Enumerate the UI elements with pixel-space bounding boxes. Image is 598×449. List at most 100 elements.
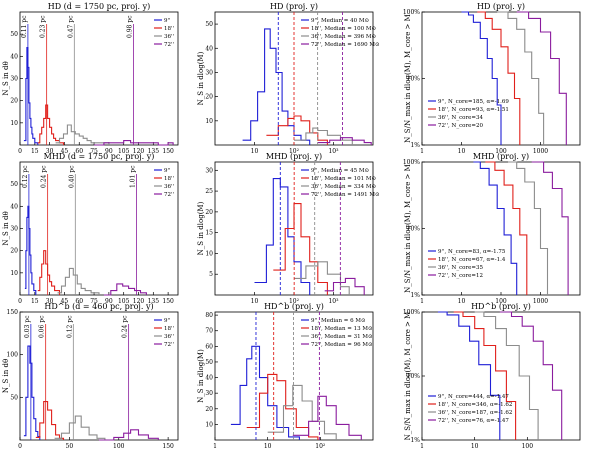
legend-label: 36'', Median = 334 M⊙ [311, 184, 376, 190]
y-tick-label: 40 [205, 375, 213, 382]
series-line-4 [94, 140, 174, 146]
legend-label: 18'', N_core=67, α=-1.4 [438, 257, 506, 263]
y-tick-label: 20 [205, 94, 213, 101]
size-marker-label: 0.24 pc [41, 165, 48, 188]
series-line-2 [485, 161, 528, 295]
y-tick-label: 15 [205, 230, 213, 237]
y-axis-label: N_S in dθ [2, 211, 10, 245]
plot-frame [214, 311, 374, 441]
x-tick-label: 90 [105, 148, 113, 155]
x-tick-label: 10 [458, 148, 466, 155]
legend-label: 9'', N_core=83, α=-1.75 [438, 249, 506, 255]
y-tick-label: 10% [407, 373, 421, 380]
y-axis-label: N_S in dθ [2, 359, 10, 393]
size-marker-label: 0.12 pc [22, 165, 29, 188]
chart-panel-6: MHD (proj. y) N_S/N_max in dlog(M), M_cor… [403, 152, 581, 305]
legend-label: 18'' [164, 176, 174, 182]
chart-title: HD^b (proj. y) [471, 302, 531, 311]
chart-panel-3: HD (proj. y) N_S/N_max in dlog(M), M_core… [403, 2, 581, 155]
y-axis-label: N_S in dlog(M) [197, 51, 205, 105]
x-tick-label: 150 [162, 148, 174, 155]
y-tick-label: 50 [10, 394, 18, 401]
size-marker-label: 0.98 pc [127, 15, 134, 38]
chart-title: HD^b (d = 460 pc, proj. y) [44, 302, 153, 311]
chart-title: MHD (d = 1750 pc, proj. y) [44, 152, 155, 161]
y-tick-label: 30 [205, 167, 213, 174]
x-tick-label: 75 [90, 298, 98, 305]
chart-title: HD^b (proj. y) [264, 302, 324, 311]
legend-label: 72'' [164, 42, 174, 48]
legend-label: 18'', Median = 13 M⊙ [311, 326, 373, 332]
x-tick-label: 1 [420, 148, 424, 155]
chart-panel-5: MHD (proj. y)N_S in dlog(M)10 10² 10³51015… [197, 152, 380, 305]
x-tick-label: 120 [133, 298, 145, 305]
series-line-4 [516, 11, 567, 145]
legend-label: 9'', Median = 6 M⊙ [311, 318, 366, 324]
x-tick-label: 150 [162, 443, 174, 449]
y-axis-label: N_S in dlog(M) [197, 201, 205, 255]
series-line-1 [23, 345, 41, 440]
series-line-3 [474, 311, 539, 440]
y-tick-label: 10 [10, 120, 18, 127]
series-line-4 [103, 283, 147, 296]
series-line-3 [57, 267, 100, 295]
chart-panel-2: HD (proj. y) N_S in dlog(M) 10 10² 10³ 10 20 30… [197, 2, 380, 155]
y-tick-label: 150 [7, 309, 19, 316]
y-tick-label: 20 [205, 406, 213, 413]
y-tick-label: 1% [410, 437, 420, 444]
x-tick-label: 10 [251, 148, 259, 155]
legend-label: 72'', Median = 1690 M⊙ [311, 42, 380, 48]
legend-label: 18'' [164, 26, 174, 32]
y-tick-label: 60 [205, 343, 213, 350]
y-tick-label: 10% [407, 76, 421, 83]
size-marker-label: 0.03 pc [24, 315, 31, 338]
x-tick-label: 100 [522, 443, 534, 449]
legend-label: 36'', Median = 31 M⊙ [311, 334, 373, 340]
x-tick-label: 60 [75, 298, 83, 305]
x-tick-label: 100 [113, 443, 125, 449]
chart-title: HD (proj. y) [477, 2, 525, 11]
x-tick-label: 100 [495, 298, 507, 305]
y-tick-label: 10 [205, 250, 213, 257]
series-line-4 [292, 395, 362, 440]
y-tick-label: 40 [10, 203, 18, 210]
series-line-3 [267, 384, 337, 440]
size-marker-label: 0.12 pc [66, 315, 73, 338]
chart-panel-9: HD^b (proj. y) N_S/N_max in dlog(M), M_co… [403, 302, 581, 449]
x-tick-label: 60 [75, 148, 83, 155]
x-tick-label: 0 [18, 443, 22, 449]
x-tick-label: 1000 [533, 298, 548, 305]
x-tick-label: 105 [118, 298, 130, 305]
legend-label: 18'', N_core=346, α=-1.62 [438, 402, 512, 408]
size-marker-label: 0.40 pc [68, 165, 75, 188]
series-line-4 [317, 137, 372, 145]
x-tick-label: 10³ [328, 148, 339, 155]
y-tick-label: 70 [205, 328, 213, 335]
y-tick-label: 20 [10, 98, 18, 105]
legend-label: 18'' [164, 326, 174, 332]
chart-panel-7: HD^b (d = 460 pc, proj. y)N_S in dθSize … [2, 302, 179, 449]
x-tick-label: 30 [46, 148, 54, 155]
chart-title: HD (proj. y) [270, 2, 318, 11]
y-tick-label: 50 [205, 21, 213, 28]
x-tick-label: 90 [105, 298, 113, 305]
x-tick-label: 15 [31, 298, 39, 305]
x-tick-label: 1 [213, 443, 217, 449]
x-tick-label: 30 [46, 298, 54, 305]
series-line-4 [531, 161, 569, 295]
y-tick-label: 100% [403, 159, 420, 166]
series-line-2 [37, 250, 61, 295]
x-tick-label: 10 [251, 298, 259, 305]
series-line-3 [54, 415, 106, 440]
y-tick-label: 10 [205, 421, 213, 428]
legend-label: 72'', N_core=20 [438, 123, 483, 129]
y-axis-label: N_S/N_max in dlog(M), M_core > M [404, 312, 412, 441]
series-line-2 [246, 373, 319, 440]
y-tick-label: 20 [205, 209, 213, 216]
x-tick-label: 75 [90, 148, 98, 155]
series-line-2 [477, 11, 521, 145]
x-tick-label: 1 [420, 443, 424, 449]
y-tick-label: 50 [10, 31, 18, 38]
x-tick-label: 135 [148, 148, 160, 155]
y-tick-label: 100% [403, 309, 420, 316]
